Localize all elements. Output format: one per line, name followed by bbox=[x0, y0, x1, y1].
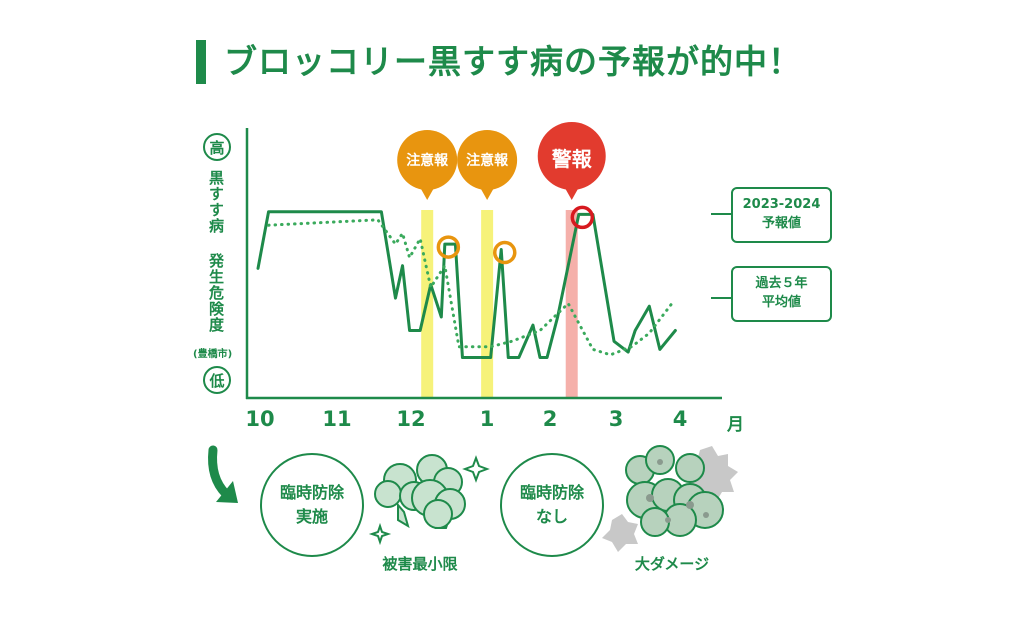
with-control-circle: 臨時防除 実施 bbox=[260, 453, 364, 557]
page-title: ブロッコリー黒すす病の予報が的中！ bbox=[224, 42, 802, 81]
alert-badge-2 bbox=[457, 130, 518, 190]
highlight-marker-3 bbox=[570, 205, 595, 230]
y-axis-high-label: 高 bbox=[203, 133, 231, 161]
average-callout-line1: 過去５年 bbox=[755, 276, 808, 291]
with-control-line1: 臨時防除 bbox=[279, 483, 344, 502]
y-axis-label: 黒すす病 発生危険度 bbox=[207, 170, 225, 333]
alert-badge-label-2: 注意報 bbox=[466, 153, 509, 169]
alert-badge-label-1: 注意報 bbox=[406, 153, 449, 169]
x-tick-label: 4 bbox=[672, 407, 688, 431]
series-line-forecast bbox=[256, 210, 677, 359]
average-callout-line2: 平均値 bbox=[761, 295, 801, 310]
alert-badge-1 bbox=[397, 130, 458, 190]
x-tick-label: 2 bbox=[542, 407, 558, 431]
x-tick-label: 10 bbox=[245, 407, 275, 431]
without-control-line2: なし bbox=[535, 507, 568, 526]
with-control-result: 被害最小限 bbox=[382, 555, 458, 573]
without-control-result: 大ダメージ bbox=[634, 555, 710, 573]
alert-badge-pointer-1 bbox=[418, 184, 437, 200]
x-tick-label: 1 bbox=[479, 407, 495, 431]
highlight-markers bbox=[436, 205, 595, 265]
average-callout: 過去５年 平均値 bbox=[731, 266, 832, 322]
alert-badge-3 bbox=[537, 122, 606, 190]
series-layer bbox=[256, 210, 677, 359]
x-tick-label: 11 bbox=[322, 407, 352, 431]
alert-badge-pointer-2 bbox=[478, 184, 497, 200]
alert-badge-pointer-3 bbox=[562, 184, 581, 200]
without-control-circle: 臨時防除 なし bbox=[500, 453, 604, 557]
alert-band-2 bbox=[481, 210, 494, 398]
highlight-marker-2 bbox=[493, 240, 517, 265]
damaged-broccoli-icon bbox=[602, 445, 738, 552]
with-control-line2: 実施 bbox=[295, 507, 328, 526]
x-tick-label: 3 bbox=[608, 407, 624, 431]
forecast-callout-line2: 予報値 bbox=[761, 216, 801, 231]
alert-badges bbox=[397, 122, 606, 200]
forecast-callout-line1: 2023-2024 bbox=[742, 197, 821, 212]
highlight-marker-1 bbox=[436, 235, 461, 259]
healthy-broccoli-icon bbox=[368, 454, 490, 546]
series-line-average bbox=[267, 218, 676, 357]
down-arrow-icon bbox=[208, 445, 238, 503]
x-tick-label: 12 bbox=[396, 407, 426, 431]
y-axis-sublabel: (豊橋市) bbox=[193, 349, 233, 360]
without-control-line1: 臨時防除 bbox=[519, 483, 584, 502]
x-axis-unit: 月 bbox=[727, 415, 744, 435]
forecast-callout: 2023-2024 予報値 bbox=[731, 187, 832, 243]
alert-badge-label-3: 警報 bbox=[551, 147, 592, 171]
title-accent-bar bbox=[196, 40, 206, 84]
y-axis-low-label: 低 bbox=[203, 366, 231, 394]
